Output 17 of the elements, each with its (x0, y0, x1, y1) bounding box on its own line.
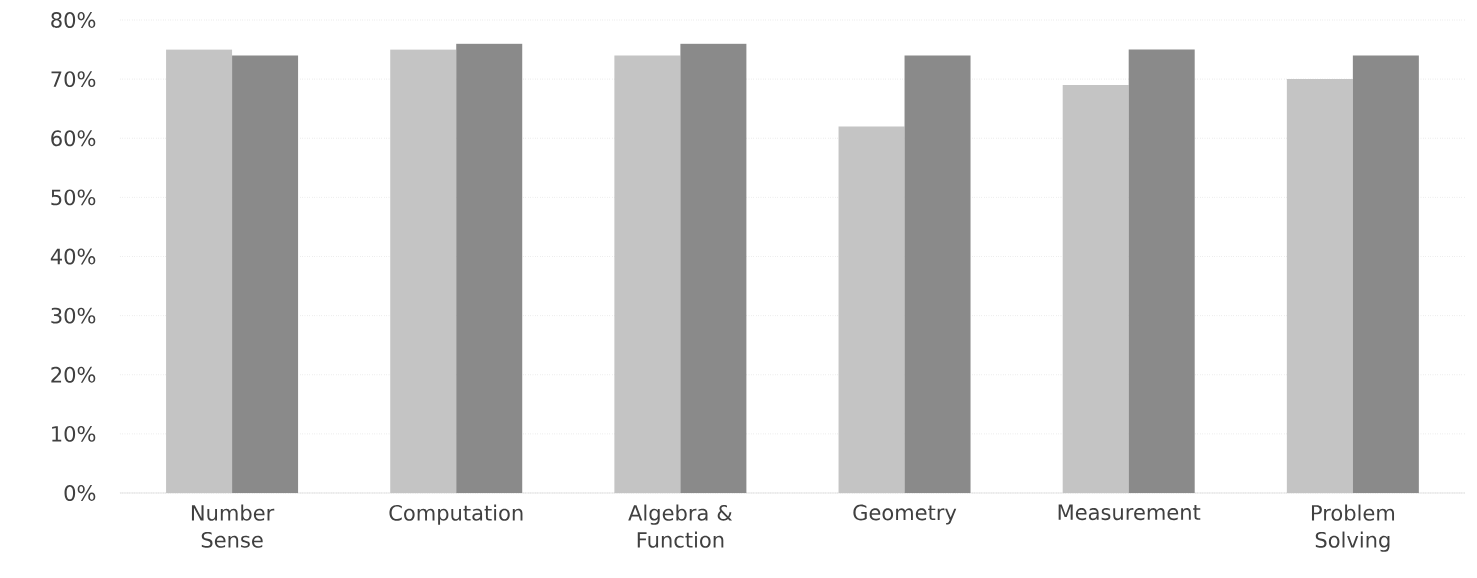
y-tick-label: 80% (51, 12, 96, 28)
bar (456, 43, 523, 493)
x-tick-label: Algebra & Function (628, 504, 733, 548)
x-tick-label: Computation (389, 504, 523, 525)
y-tick-label: 0% (64, 485, 96, 501)
x-tick-label: Number Sense (191, 504, 275, 548)
x-tick-label: Measurement (1058, 504, 1201, 521)
x-tick-label: Geometry (853, 504, 957, 525)
y-tick-label: 20% (51, 366, 96, 383)
y-tick-label: 70% (51, 71, 96, 88)
x-tick-label: Problem Solving (1311, 504, 1395, 552)
y-tick-label: 50% (51, 189, 96, 206)
y-tick-label: 10% (52, 425, 96, 442)
y-tick-label: 60% (51, 130, 96, 147)
y-tick-label: 30% (51, 307, 96, 324)
bar (1128, 49, 1195, 493)
y-tick-label: 40% (50, 248, 96, 265)
